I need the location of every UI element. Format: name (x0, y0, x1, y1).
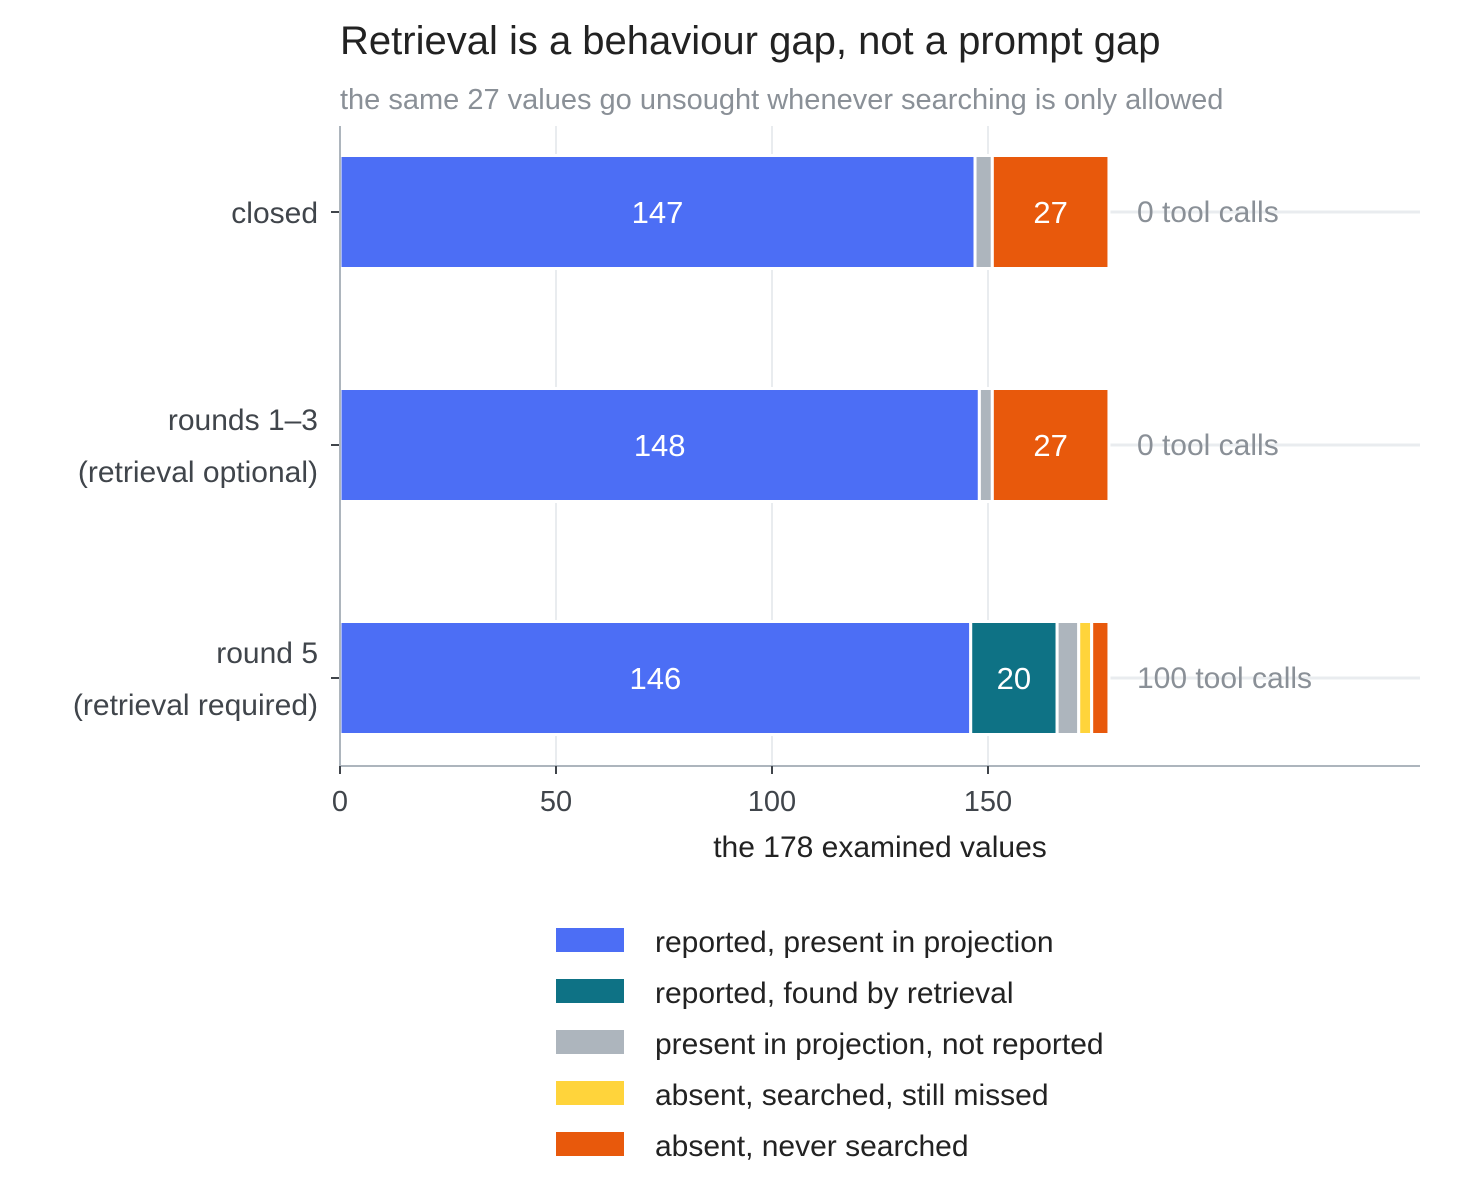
x-tick-label: 100 (748, 786, 796, 818)
legend-label: reported, found by retrieval (655, 977, 1014, 1010)
bar-segment (973, 154, 994, 270)
legend-label: absent, never searched (655, 1130, 969, 1163)
category-label: (retrieval required) (73, 689, 318, 722)
bar-value-label: 147 (632, 195, 684, 230)
category-label: rounds 1–3 (168, 404, 318, 437)
legend-swatch (556, 1132, 624, 1156)
bar-value-label: 146 (629, 661, 681, 696)
x-tick-label: 50 (540, 786, 572, 818)
axes: closed rounds 1–3 (retrieval optional) roun… (73, 126, 1420, 818)
chart-title: Retrieval is a behaviour gap, not a prom… (340, 19, 1161, 63)
bar-segment (1055, 620, 1081, 736)
legend-swatch (556, 979, 624, 1003)
bar-segment (977, 387, 994, 503)
bar-segment (338, 154, 977, 270)
x-tick-label: 150 (964, 786, 1012, 818)
tool-calls-annotation: 100 tool calls (1137, 662, 1312, 695)
bar-value-label: 27 (1033, 195, 1067, 230)
bar-segment (990, 154, 1111, 270)
bar-segment (1090, 620, 1111, 736)
bar-segment (969, 620, 1059, 736)
bar-value-label: 148 (634, 428, 686, 463)
x-axis-label: the 178 examined values (713, 831, 1047, 864)
bar-value-label: 27 (1033, 428, 1067, 463)
legend-swatch (556, 1030, 624, 1054)
bar-segment (338, 620, 973, 736)
category-label: round 5 (216, 637, 318, 670)
legend-label: reported, present in projection (655, 926, 1054, 959)
legend-swatch (556, 1081, 624, 1105)
tool-calls-annotation: 0 tool calls (1137, 429, 1279, 462)
chart-subtitle: the same 27 values go unsought whenever … (340, 84, 1223, 116)
bar-segment (1077, 620, 1094, 736)
legend-swatch (556, 928, 624, 952)
legend-label: present in projection, not reported (655, 1028, 1104, 1061)
category-label: (retrieval optional) (78, 456, 318, 489)
bar-value-label: 20 (997, 661, 1031, 696)
legend: reported, present in projection reported,… (556, 926, 1104, 1163)
x-tick-label: 0 (332, 786, 348, 818)
tool-calls-annotation: 0 tool calls (1137, 196, 1279, 229)
side-notes: 0 tool calls 0 tool calls 100 tool calls (1108, 196, 1420, 695)
category-label: closed (231, 197, 318, 230)
bars: 147 27 148 27 146 20 (338, 154, 1111, 736)
bar-segment (990, 387, 1111, 503)
legend-label: absent, searched, still missed (655, 1079, 1049, 1112)
